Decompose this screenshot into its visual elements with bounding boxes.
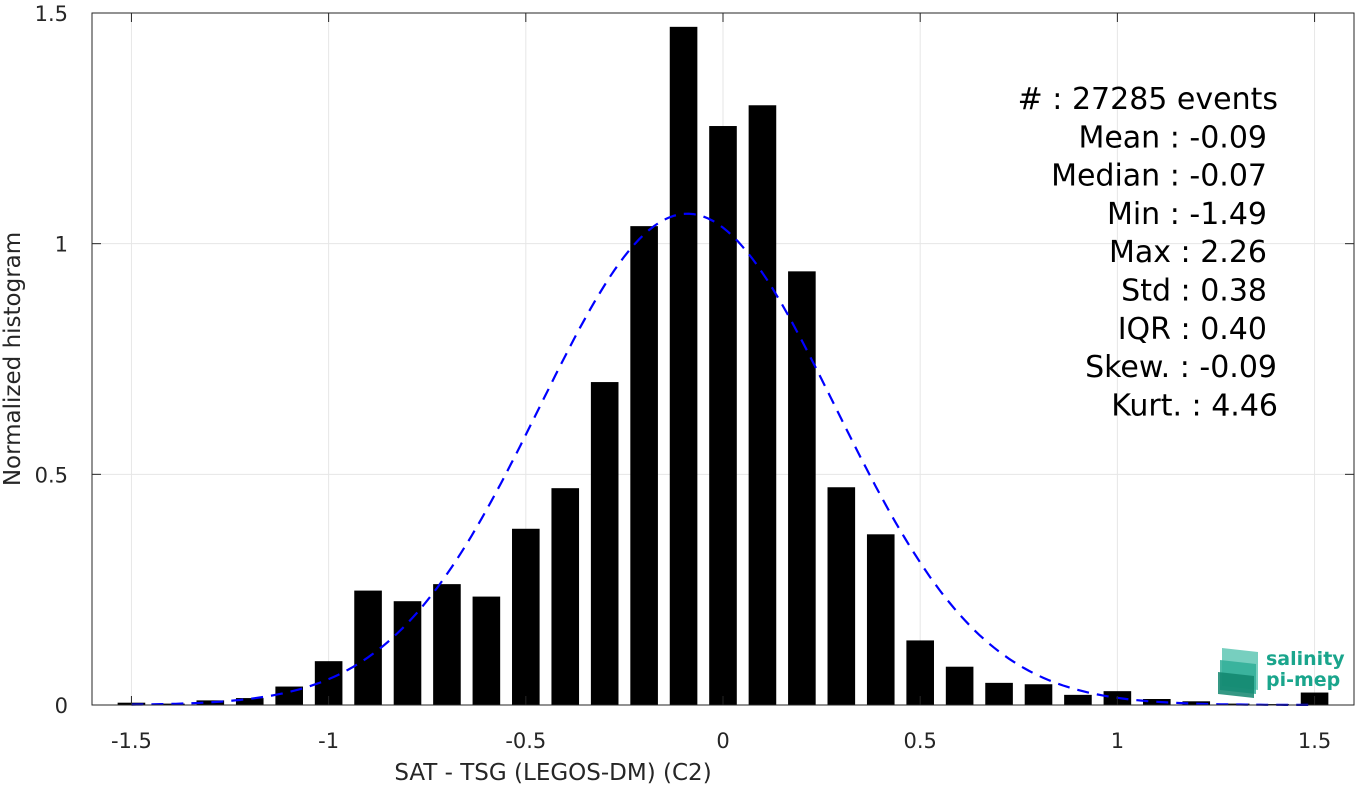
y-tick-label: 1 [55,233,68,257]
histogram-bar [1064,694,1092,705]
histogram-bars [117,26,1329,706]
x-tick-label: -0.5 [505,729,546,753]
x-tick-label: -1 [318,729,339,753]
histogram-bar [630,226,658,706]
x-tick-labels: -1.5 -1 -0.5 0 0.5 1 1.5 [111,729,1331,753]
histogram-bar [512,528,540,705]
stat-line: Std : 0.38 [1121,274,1267,309]
histogram-bar [1182,701,1211,705]
salinity-pi-mep-logo: salinity pi-mep [1218,648,1345,698]
stat-line: Skew. : -0.09 [1085,350,1277,385]
histogram-bar [709,126,737,705]
histogram-bar [354,590,382,705]
stat-line: Kurt. : 4.46 [1111,388,1278,423]
y-tick-label: 0.5 [35,463,68,487]
logo-text-pi-mep: pi-mep [1266,669,1340,691]
histogram-bar [945,666,974,705]
histogram-bar [669,26,698,705]
x-tick-label: 1 [1111,729,1124,753]
x-axis-label: SAT - TSG (LEGOS-DM) (C2) [394,760,711,785]
axis-ticks [92,12,1354,706]
stat-line: Mean : -0.09 [1078,120,1267,155]
y-tick-labels: 0 0.5 1 1.5 [35,2,68,718]
histogram-bar [1221,703,1250,705]
stat-line: Min : -1.49 [1107,197,1267,232]
y-tick-label: 1.5 [35,2,68,26]
histogram-bar [472,596,501,705]
x-tick-label: 1.5 [1298,729,1331,753]
histogram-bar [985,682,1013,705]
histogram-bar [788,271,816,705]
logo-text-salinity: salinity [1266,648,1345,670]
stat-line: Median : -0.07 [1051,159,1267,194]
histogram-bar [157,703,185,705]
histogram-bar [906,640,934,705]
x-tick-label: -1.5 [111,729,152,753]
histogram-bar [393,601,422,705]
histogram-bar [748,105,777,706]
histogram-bar [866,534,895,705]
wave-stack-icon [1218,648,1258,698]
histogram-bar [551,488,580,705]
stat-line: # : 27285 events [1018,82,1278,117]
y-axis-label: Normalized histogram [0,232,26,486]
x-tick-label: 0 [716,729,729,753]
stat-line: IQR : 0.40 [1118,312,1267,347]
histogram-bar [1024,684,1053,705]
y-tick-label: 0 [55,694,68,718]
histogram-bar [235,698,264,705]
histogram-bar [433,584,461,705]
histogram-bar [590,382,619,705]
histogram-bar [196,700,225,705]
x-tick-label: 0.5 [903,729,936,753]
stat-line: Max : 2.26 [1109,235,1267,270]
histogram-bar [827,487,856,705]
